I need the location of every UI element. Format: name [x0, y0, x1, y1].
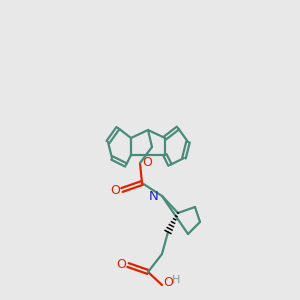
Text: N: N [149, 190, 159, 202]
Text: O: O [110, 184, 120, 196]
Text: O: O [163, 277, 173, 290]
Text: O: O [142, 157, 152, 169]
Text: H: H [172, 275, 180, 285]
Text: O: O [116, 259, 126, 272]
